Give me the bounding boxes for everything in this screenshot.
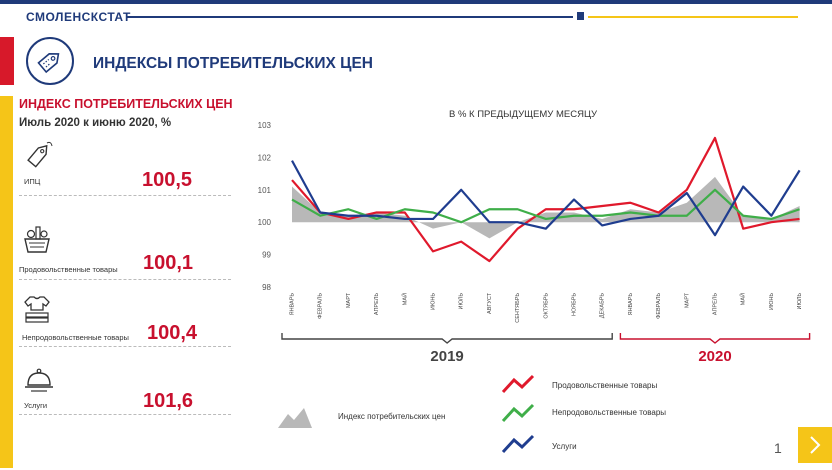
series-line-services bbox=[291, 160, 801, 237]
divider bbox=[19, 195, 231, 196]
x-tick-label: ИЮНЬ bbox=[430, 293, 436, 310]
cpi-line-chart: В % К ПРЕДЫДУЩЕМУ МЕСЯЦУ 103 102 101 100 99 9… bbox=[258, 109, 811, 365]
x-tick-label: ФЕВРАЛЬ bbox=[656, 293, 662, 319]
top-border bbox=[0, 0, 832, 4]
x-tick-label: ЯНВАРЬ bbox=[628, 293, 634, 316]
series-area-cpi bbox=[292, 176, 800, 239]
year-bracket-2019 bbox=[281, 333, 613, 344]
panel-subtitle: Июль 2020 к июню 2020, % bbox=[19, 117, 172, 129]
legend-food-label: Продовольственные товары bbox=[552, 381, 658, 390]
page-title: ИНДЕКСЫ ПОТРЕБИТЕЛЬСКИХ ЦЕН bbox=[93, 55, 373, 72]
x-tick-label: ИЮЛЬ bbox=[797, 293, 803, 310]
brand-name: СМОЛЕНСКСТАТ bbox=[26, 10, 131, 24]
x-tick-label: АПРЕЛЬ bbox=[374, 293, 380, 316]
x-tick-label: ДЕКАБРЬ bbox=[600, 293, 606, 319]
y-tick-label: 102 bbox=[258, 153, 272, 162]
next-slide-button[interactable] bbox=[798, 427, 832, 463]
x-tick-label: ЯНВАРЬ bbox=[289, 293, 295, 316]
legend-services-label: Услуги bbox=[552, 442, 577, 451]
indicator-value-nonfood: 100,4 bbox=[147, 322, 198, 344]
y-tick-label: 99 bbox=[262, 251, 271, 260]
indicator-label-food: Продовольственные товары bbox=[19, 265, 118, 274]
x-tick-label: МАРТ bbox=[346, 292, 352, 308]
service-cloche-icon bbox=[22, 363, 56, 397]
indicator-value-services: 101,6 bbox=[143, 390, 194, 412]
price-tag-icon bbox=[22, 138, 56, 172]
y-tick-label: 100 bbox=[258, 218, 272, 227]
divider bbox=[19, 279, 231, 280]
clothes-icon bbox=[20, 293, 54, 327]
y-tick-label: 101 bbox=[258, 186, 272, 195]
x-tick-label: МАЙ bbox=[739, 293, 747, 305]
legend-cpi-label: Индекс потребительских цен bbox=[338, 412, 446, 421]
x-tick-label: ИЮЛЬ bbox=[459, 293, 465, 310]
chevron-right-icon bbox=[810, 436, 821, 454]
legend-nonfood-label: Непродовольственные товары bbox=[552, 408, 667, 417]
legend-food-swatch bbox=[501, 374, 535, 394]
x-tick-label: МАЙ bbox=[400, 293, 408, 305]
side-accent bbox=[0, 96, 13, 468]
x-tick-label: НОЯБРЬ bbox=[571, 293, 577, 316]
y-tick-label: 103 bbox=[258, 121, 272, 130]
series-line-food bbox=[291, 136, 800, 263]
divider bbox=[19, 414, 231, 415]
brand-marker bbox=[577, 12, 584, 20]
price-tag-icon bbox=[26, 37, 74, 85]
indicator-label-nonfood: Непродовольственные товары bbox=[22, 333, 129, 342]
x-tick-label: АВГУСТ bbox=[487, 292, 493, 314]
legend-nonfood-swatch bbox=[501, 403, 535, 423]
y-tick-label: 98 bbox=[262, 283, 271, 292]
legend-cpi-swatch bbox=[278, 408, 312, 428]
indicator-label-cpi: ИПЦ bbox=[24, 177, 41, 186]
grocery-basket-icon bbox=[20, 222, 54, 256]
indicator-label-services: Услуги bbox=[24, 401, 48, 410]
brand-divider-accent bbox=[588, 16, 798, 18]
x-tick-label: ИЮНЬ bbox=[769, 293, 775, 310]
divider bbox=[19, 346, 231, 347]
x-tick-label: СЕНТЯБРЬ bbox=[515, 293, 521, 323]
page-number: 1 bbox=[774, 440, 782, 456]
x-tick-label: ФЕВРАЛЬ bbox=[318, 293, 324, 319]
panel-title: ИНДЕКС ПОТРЕБИТЕЛЬСКИХ ЦЕН bbox=[19, 97, 233, 111]
legend-services-swatch bbox=[501, 434, 535, 454]
brand-divider bbox=[127, 16, 573, 18]
title-accent-tab bbox=[0, 37, 14, 85]
indicator-value-cpi: 100,5 bbox=[142, 169, 193, 191]
year-label-2020: 2020 bbox=[698, 348, 731, 365]
year-bracket-2020 bbox=[619, 333, 811, 344]
x-tick-label: ОКТЯБРЬ bbox=[543, 293, 549, 319]
indicator-value-food: 100,1 bbox=[143, 252, 194, 274]
series-line-nonfood bbox=[291, 188, 800, 224]
x-tick-label: АПРЕЛЬ bbox=[712, 293, 718, 316]
x-tick-label: МАРТ bbox=[684, 292, 690, 308]
chart-title: В % К ПРЕДЫДУЩЕМУ МЕСЯЦУ bbox=[449, 109, 598, 120]
year-label-2019: 2019 bbox=[430, 348, 463, 365]
